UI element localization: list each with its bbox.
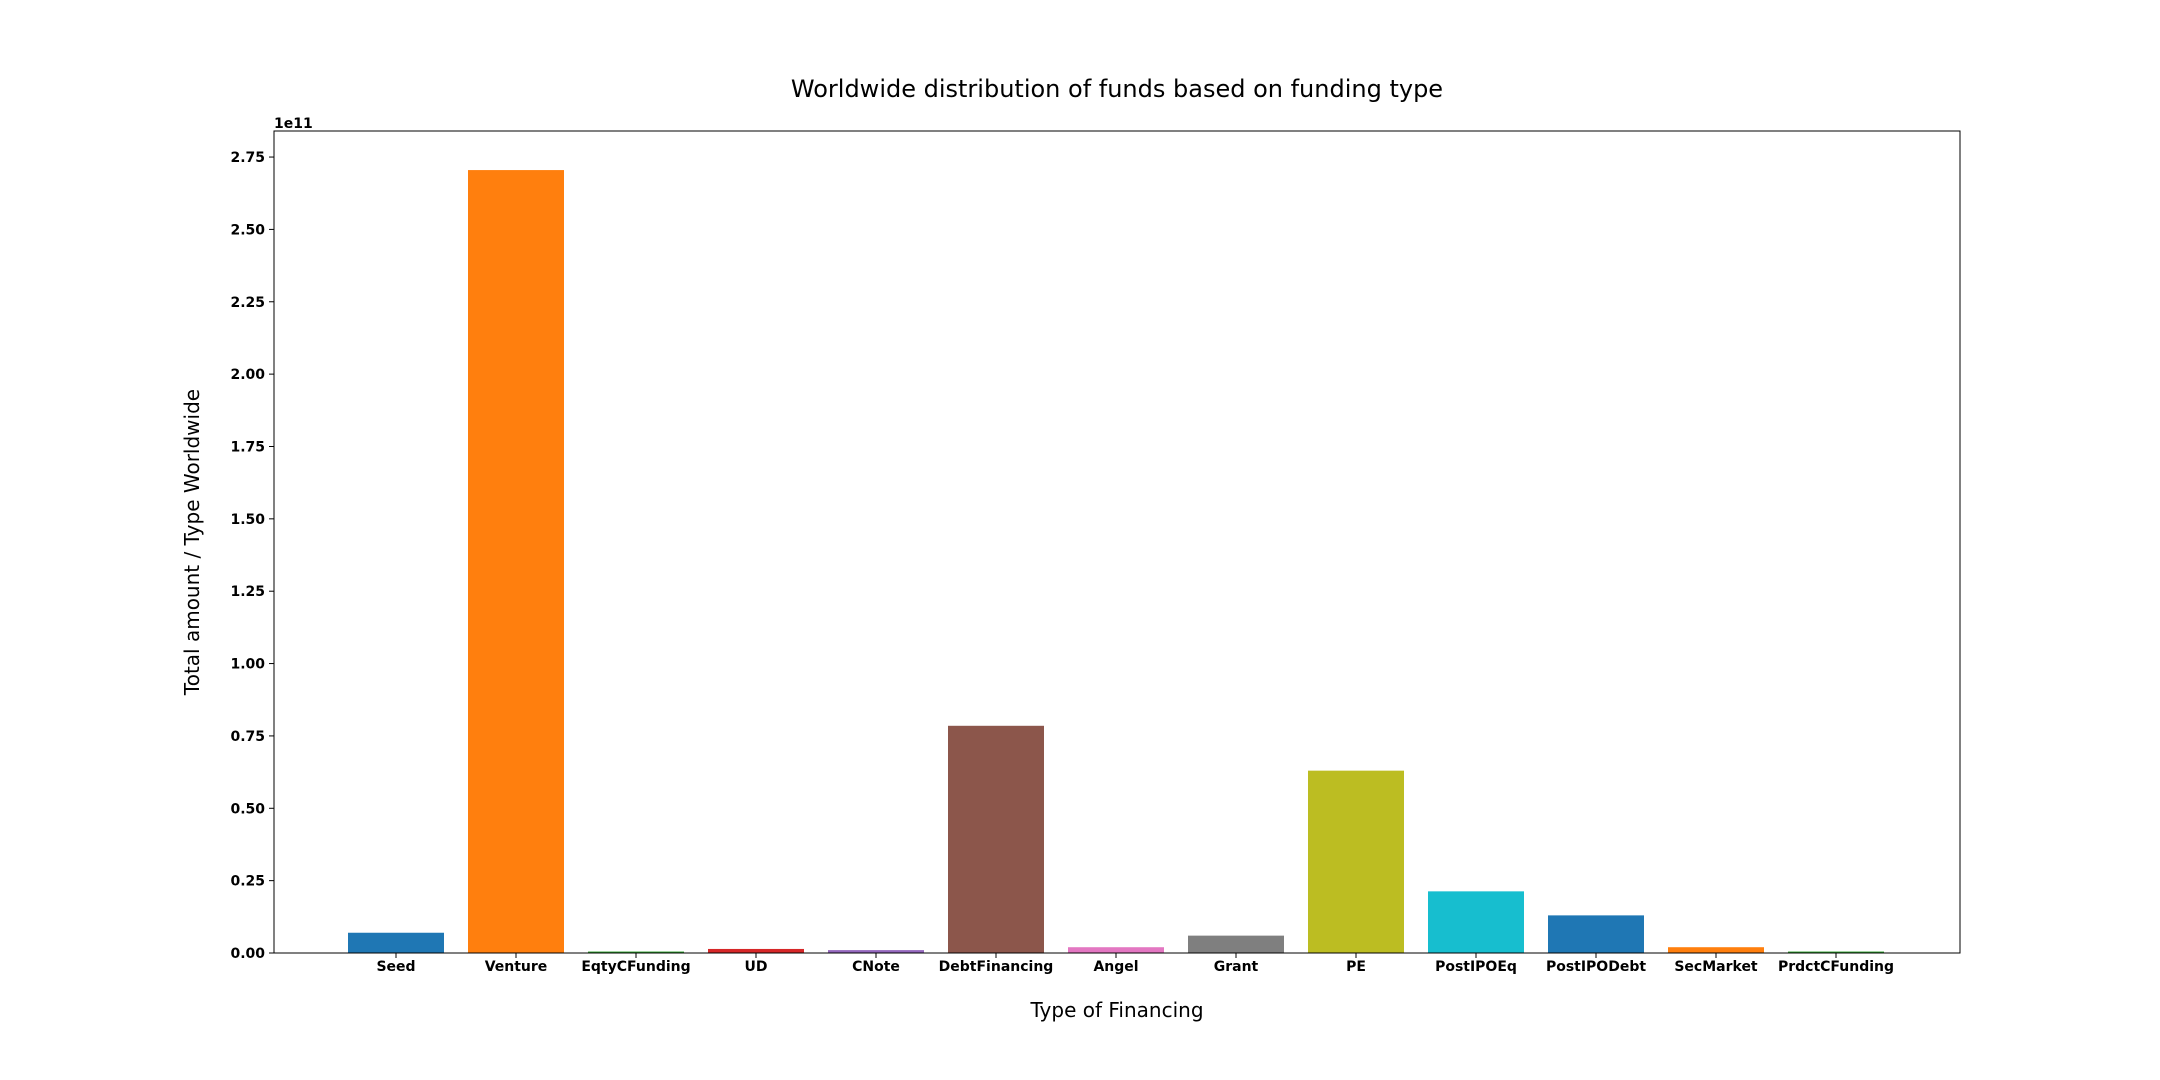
bar-eqtycfunding <box>588 951 684 953</box>
y-tick-label: 1.25 <box>230 584 265 600</box>
bar-cnote <box>828 950 924 953</box>
bar-debtfinancing <box>948 725 1044 953</box>
x-tick-label: CNote <box>852 959 900 975</box>
x-tick-label: Venture <box>485 959 548 975</box>
y-tick-label: 0.50 <box>230 801 265 817</box>
bar-postipodebt <box>1548 915 1644 953</box>
y-tick-label: 2.25 <box>230 295 265 311</box>
x-tick-label: DebtFinancing <box>939 959 1054 975</box>
bars-group <box>348 170 1884 953</box>
x-tick-label: PrdctCFunding <box>1778 959 1894 975</box>
bar-prdctcfunding <box>1788 951 1884 953</box>
x-tick-label: PostIPOEq <box>1435 959 1517 975</box>
x-tick-label: PostIPODebt <box>1546 959 1646 975</box>
y-ticks-group: 0.00 0.25 0.50 0.75 1.00 1.25 1.50 1.75 2.00 2.25… <box>230 150 274 962</box>
bar-grant <box>1188 935 1284 953</box>
x-tick-label: EqtyCFunding <box>581 959 690 975</box>
x-tick-label: PE <box>1346 959 1366 975</box>
y-tick-label: 2.75 <box>230 150 265 166</box>
y-tick-label: 0.25 <box>230 874 265 890</box>
y-tick-label: 0.00 <box>230 946 265 962</box>
x-tick-label: UD <box>745 959 768 975</box>
x-tick-label: SecMarket <box>1674 959 1758 975</box>
y-axis-label: Total amount / Type Worldwide <box>180 389 204 696</box>
x-tick-label: Angel <box>1093 959 1138 975</box>
y-offset-label: 1e11 <box>274 116 313 132</box>
bar-postipoeq <box>1428 891 1524 953</box>
x-axis-label: Type of Financing <box>1029 998 1203 1022</box>
bar-ud <box>708 948 804 953</box>
y-tick-label: 1.00 <box>230 657 265 673</box>
x-tick-label: Seed <box>376 959 415 975</box>
bar-secmarket <box>1668 947 1764 953</box>
plot-frame <box>273 130 1961 954</box>
y-tick-label: 1.50 <box>230 512 265 528</box>
y-tick-label: 1.75 <box>230 439 265 455</box>
bar-seed <box>348 932 444 953</box>
x-tick-label: Grant <box>1214 959 1259 975</box>
bar-pe <box>1308 770 1404 953</box>
bar-angel <box>1068 947 1164 953</box>
y-tick-label: 0.75 <box>230 729 265 745</box>
chart-title: Worldwide distribution of funds based on… <box>791 75 1443 103</box>
x-ticks-group: Seed Venture EqtyCFunding UD CNote DebtFinanc… <box>376 953 1894 975</box>
y-tick-label: 2.50 <box>230 222 265 238</box>
bar-venture <box>468 170 564 953</box>
y-tick-label: 2.00 <box>230 367 265 383</box>
